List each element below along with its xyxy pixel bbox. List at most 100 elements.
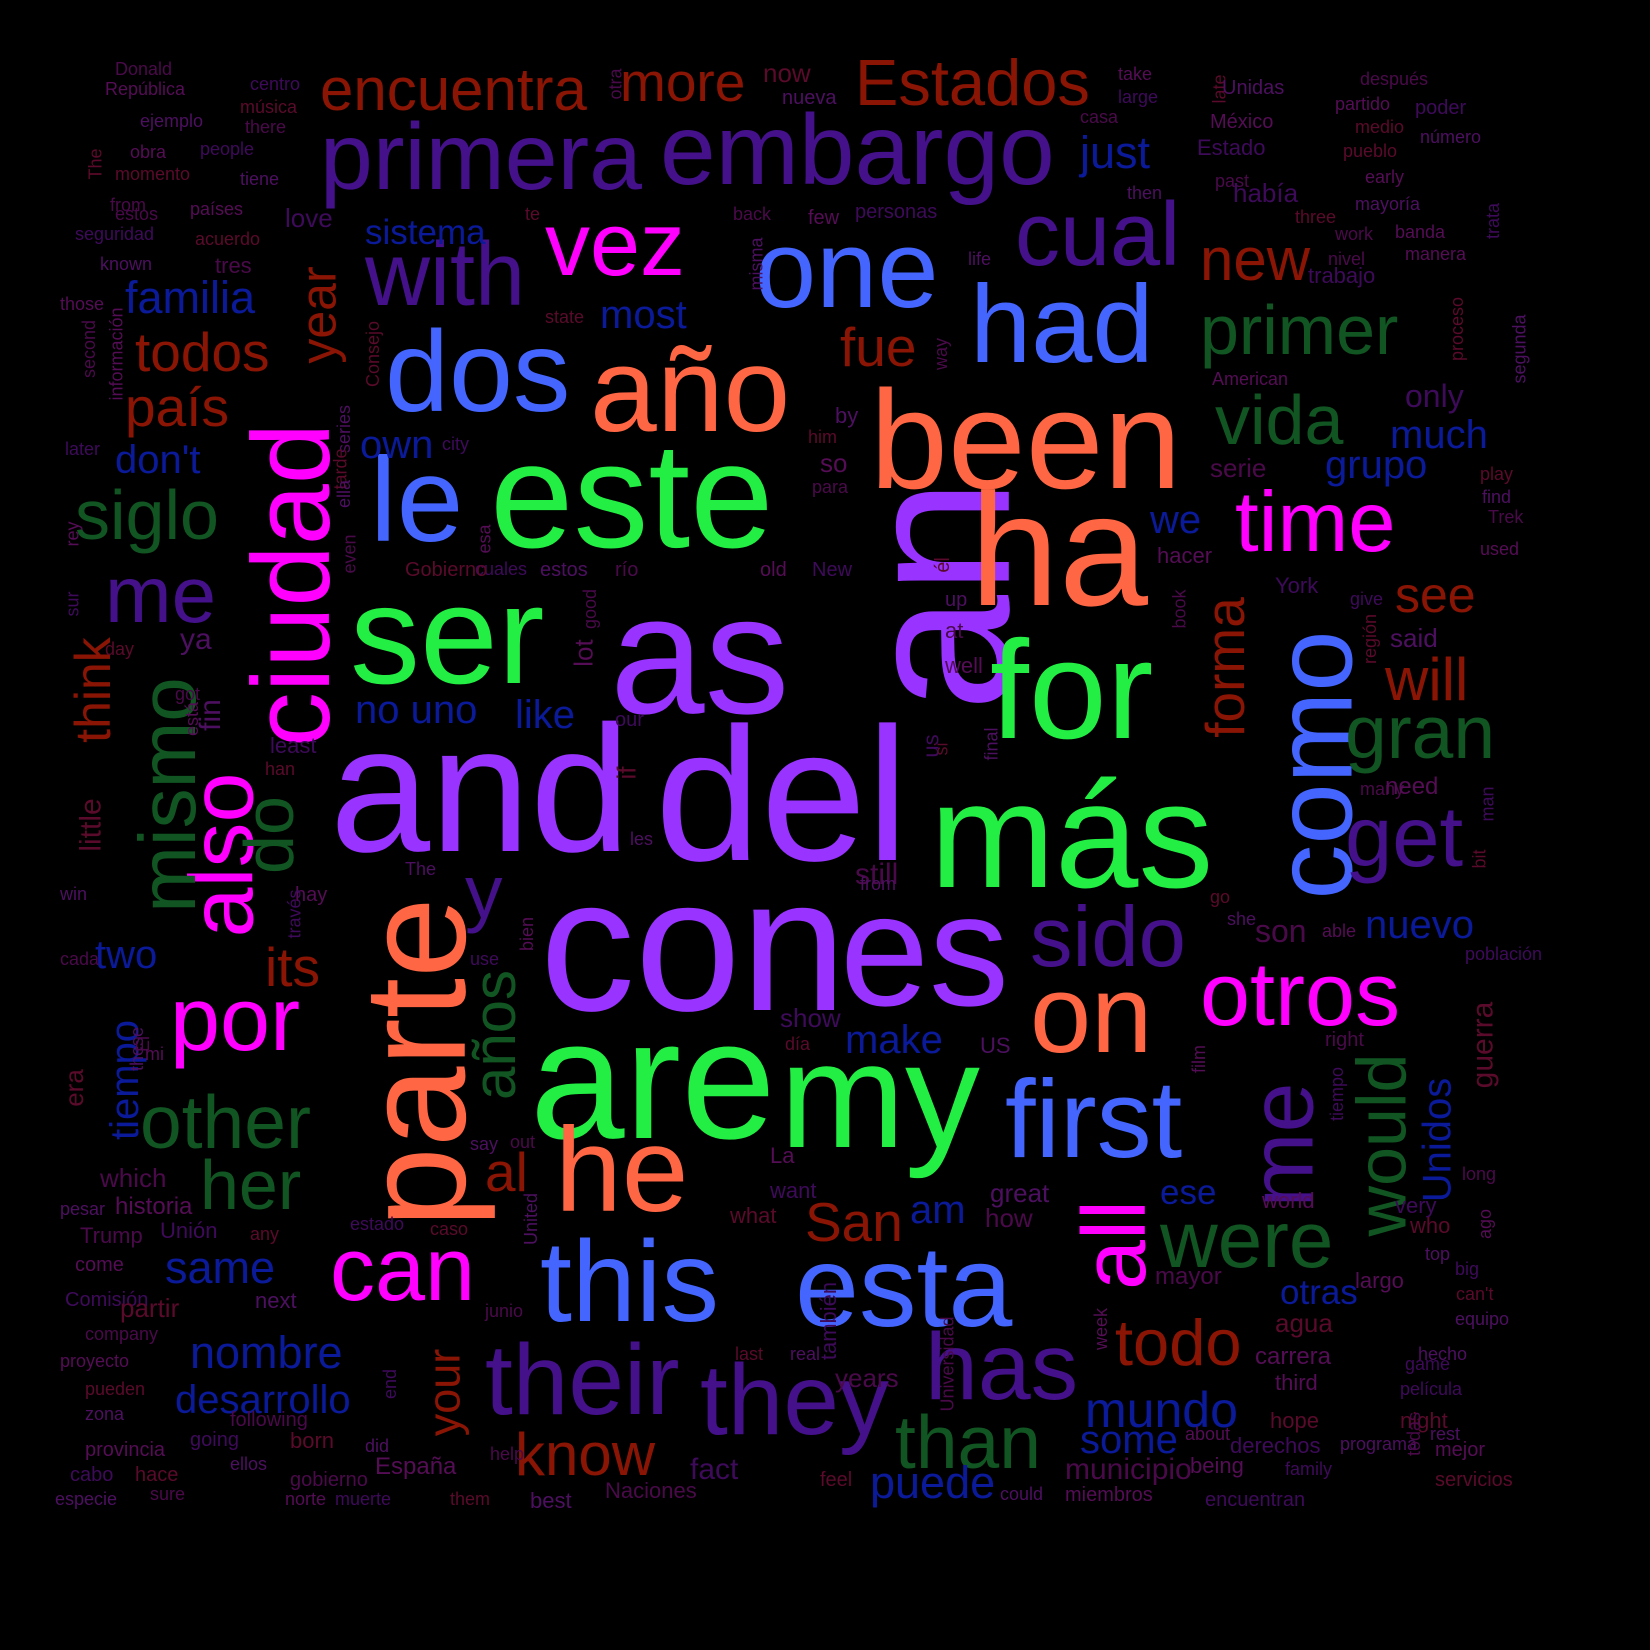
word-more: more bbox=[620, 51, 746, 113]
word-centro: centro bbox=[250, 74, 301, 94]
word-last: last bbox=[735, 1344, 764, 1364]
word-ha: ha bbox=[970, 460, 1148, 639]
word-por: por bbox=[170, 970, 301, 1070]
word-way: way bbox=[931, 337, 952, 371]
word-agua: agua bbox=[1275, 1308, 1333, 1338]
word-so: so bbox=[820, 448, 848, 478]
word-much: much bbox=[1390, 413, 1488, 457]
word-family: family bbox=[1285, 1459, 1333, 1479]
word-sido: sido bbox=[1030, 890, 1186, 985]
word-gobierno: Gobierno bbox=[405, 559, 488, 581]
word-siglo: siglo bbox=[75, 476, 219, 554]
word-te: te bbox=[525, 204, 541, 224]
word-el: él bbox=[931, 557, 954, 573]
word-ejemplo: ejemplo bbox=[140, 111, 204, 131]
word-next: next bbox=[255, 1288, 297, 1313]
word-misma: misma bbox=[746, 237, 767, 291]
word-estado: Estado bbox=[1197, 135, 1266, 160]
word-pelicula: película bbox=[1400, 1379, 1463, 1399]
word-nivel: nivel bbox=[1328, 249, 1366, 269]
word-day: day bbox=[105, 639, 135, 659]
word-how: how bbox=[985, 1203, 1033, 1233]
word-mas: más bbox=[930, 751, 1214, 919]
word-bit: bit bbox=[1469, 849, 1490, 869]
word-rio: río bbox=[615, 559, 639, 581]
word-han: han bbox=[265, 759, 296, 779]
word-need: need bbox=[1385, 773, 1439, 800]
word-junio: junio bbox=[485, 1301, 524, 1321]
word-now: now bbox=[763, 58, 811, 88]
word-if: if bbox=[611, 766, 642, 780]
word-right: right bbox=[1325, 1029, 1364, 1051]
word-rey: rey bbox=[62, 521, 83, 547]
word-estos: estos bbox=[540, 559, 588, 581]
word-pais: país bbox=[125, 376, 229, 438]
word-naciones: Naciones bbox=[605, 1478, 697, 1503]
word-take: take bbox=[1118, 64, 1153, 84]
word-very: very bbox=[1395, 1193, 1437, 1218]
word-proceso: proceso bbox=[1447, 296, 1468, 362]
word-time: time bbox=[1235, 475, 1396, 570]
word-obra: obra bbox=[130, 142, 167, 162]
word-for: for bbox=[990, 611, 1154, 768]
word-tambien: también bbox=[816, 1281, 842, 1361]
word-fue: fue bbox=[840, 316, 917, 378]
word-comision: Comisión bbox=[65, 1289, 149, 1311]
word-night: night bbox=[1400, 1408, 1448, 1433]
word-miembros: miembros bbox=[1065, 1484, 1153, 1506]
word-ser: ser bbox=[350, 556, 545, 713]
word-dos: dos bbox=[385, 308, 571, 436]
word-being: being bbox=[1190, 1453, 1244, 1478]
word-well: well bbox=[945, 653, 983, 678]
word-other: other bbox=[140, 1080, 311, 1164]
word-new: new bbox=[1200, 226, 1311, 293]
word-universidad: Universidad bbox=[937, 1316, 958, 1412]
word-people: people bbox=[200, 139, 255, 159]
word-trata: trata bbox=[1483, 202, 1504, 240]
word-espana: España bbox=[375, 1453, 457, 1480]
word-esa: esa bbox=[474, 524, 495, 554]
word-cada: cada bbox=[60, 949, 100, 969]
word-ellos: ellos bbox=[230, 1454, 268, 1474]
word-estos: estos bbox=[115, 204, 159, 224]
word-don-t: don't bbox=[115, 438, 201, 482]
word-him: him bbox=[808, 427, 838, 447]
word-are: are bbox=[530, 985, 776, 1175]
word-es: es bbox=[840, 860, 1009, 1039]
word-new: New bbox=[812, 559, 853, 581]
word-man: man bbox=[1477, 786, 1498, 822]
word-we: we bbox=[1150, 498, 1202, 542]
word-week: week bbox=[1091, 1307, 1112, 1351]
word-este: este bbox=[490, 411, 774, 579]
word-gran: gran bbox=[1345, 690, 1496, 774]
word-desarrollo: desarrollo bbox=[175, 1378, 351, 1422]
word-tres: tres bbox=[215, 253, 252, 278]
word-fact: fact bbox=[690, 1453, 739, 1486]
word-then: then bbox=[1127, 183, 1163, 203]
word-few: few bbox=[808, 207, 840, 229]
word-hope: hope bbox=[1270, 1408, 1319, 1433]
word-cual: cual bbox=[1015, 185, 1181, 285]
word-any: any bbox=[250, 1224, 280, 1244]
word-unidas: Unidas bbox=[1222, 77, 1285, 99]
word-norte: norte bbox=[285, 1489, 327, 1509]
word-use: use bbox=[470, 949, 500, 969]
word-your: your bbox=[418, 1348, 470, 1437]
word-vez: vez bbox=[545, 195, 686, 295]
word-find: find bbox=[1482, 487, 1512, 507]
word-work: work bbox=[1335, 224, 1374, 244]
word-casa: casa bbox=[1080, 107, 1119, 127]
word-medio: medio bbox=[1355, 117, 1405, 137]
word-la: La bbox=[770, 1143, 795, 1168]
word-play: play bbox=[1480, 464, 1514, 484]
word-vida: vida bbox=[1215, 381, 1344, 459]
word-poder: poder bbox=[1415, 97, 1467, 119]
word-mexico: México bbox=[1210, 111, 1274, 133]
word-estados: Estados bbox=[855, 46, 1090, 119]
word-municipio: municipio bbox=[1065, 1453, 1192, 1486]
word-did: did bbox=[365, 1436, 390, 1456]
word-world: world bbox=[1262, 1188, 1315, 1213]
word-no-uno: no uno bbox=[355, 688, 478, 732]
word-unidos: Unidos bbox=[1415, 1077, 1460, 1203]
word-say: say bbox=[470, 1134, 499, 1154]
